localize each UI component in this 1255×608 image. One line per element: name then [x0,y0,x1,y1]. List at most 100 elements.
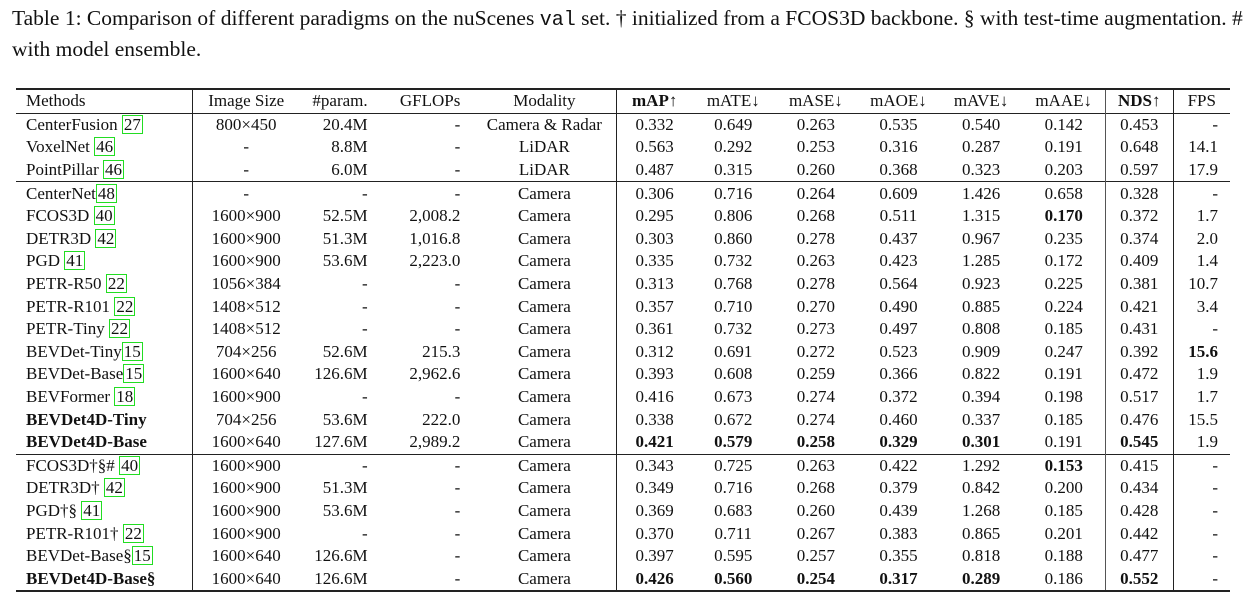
cell-param: - [361,455,368,475]
cell-size: 1600×640 [211,432,281,452]
cell-mave: 0.540 [961,114,1001,134]
citation-link[interactable]: 15 [123,364,145,384]
cell-gflops: 2,962.6 [409,364,461,384]
method-name: PointPillar [26,160,103,180]
cell-maae: 0.188 [1044,546,1083,566]
cell-size: - [243,160,250,180]
cell-map: 0.369 [635,500,674,520]
cell-param: 51.3M [322,478,368,498]
cell-modality: Camera [472,499,618,523]
citation-link[interactable]: 46 [102,160,124,180]
cell-maoe: 0.439 [879,500,918,520]
citation-link[interactable]: 48 [95,183,117,203]
cell-mave: 0.287 [961,137,1001,157]
cell-mase: 0.270 [796,296,835,316]
method-name: BEVDet4D-Base [26,432,147,452]
cell-modality: Camera [472,340,618,364]
cell-mave: 0.923 [961,274,1001,294]
cell-mave: 0.337 [961,409,1001,429]
cell-map: 0.416 [635,387,674,407]
cell-mave: 1.315 [961,206,1001,226]
cell-mate: 0.732 [714,251,753,271]
cell-param: 53.6M [322,251,368,271]
cell-mase: 0.263 [796,455,835,475]
cell-maae: 0.224 [1044,296,1083,316]
method-name: FCOS3D [26,206,94,226]
cell-maoe: 0.490 [879,296,918,316]
cell-mave: 0.865 [961,523,1001,543]
citation-link[interactable]: 27 [121,114,143,134]
table-row: BEVDet4D-Base§ 1600×640 126.6M - Camera 0.426… [16,567,1230,592]
cell-param: 126.6M [314,364,368,384]
citation-link[interactable]: 22 [105,274,127,294]
citation-link[interactable]: 15 [131,546,153,566]
cell-mate: 0.716 [714,478,753,498]
cell-maoe: 0.564 [879,274,918,294]
cell-fps: - [1212,183,1218,203]
cell-mave: 1.426 [961,183,1001,203]
column-header-param: #param. [312,91,368,111]
cell-maae: 0.191 [1044,432,1083,452]
citation-link[interactable]: 18 [114,387,136,407]
cell-param: - [361,523,368,543]
cell-method: BEVDet-Tiny 15 [16,340,194,364]
cell-modality: Camera [472,522,618,545]
cell-fps: 1.4 [1196,251,1218,271]
cell-nds: 0.381 [1105,272,1174,296]
cell-mase: 0.254 [796,568,835,588]
citation-link[interactable]: 42 [103,478,125,498]
cell-method: BEVDet4D-Base§ [16,567,194,592]
cell-mave: 1.292 [961,455,1001,475]
cell-mase: 0.257 [796,546,835,566]
cell-map: 0.349 [635,478,674,498]
column-header-gflops: GFLOPs [399,91,461,111]
cell-maae: 0.198 [1044,387,1083,407]
cell-mase: 0.278 [796,274,835,294]
citation-link[interactable]: 40 [93,206,115,226]
cell-gflops: - [454,160,461,180]
table-row: PETR-R101 22 1408×512- - Camera 0.357 0.710 0.… [16,295,1230,318]
cell-mave: 0.885 [961,296,1001,316]
cell-param: 127.6M [314,432,368,452]
cell-map: 0.303 [635,228,674,248]
citation-link[interactable]: 22 [114,296,136,316]
cell-maoe: 0.422 [879,455,918,475]
method-name: PETR-R101† [26,523,123,543]
column-header-size: Image Size [208,91,285,111]
cell-nds: 0.392 [1105,340,1174,364]
cell-param: 52.6M [322,341,368,361]
cell-map: 0.343 [635,455,674,475]
cell-fps: - [1212,478,1218,498]
citation-link[interactable]: 41 [81,500,103,520]
cell-gflops: - [454,296,461,316]
method-name: CenterFusion [26,114,122,134]
cell-fps: - [1212,319,1218,339]
citation-link[interactable]: 22 [122,523,144,543]
citation-link[interactable]: 15 [121,341,143,361]
cell-modality: Camera [472,227,618,251]
citation-link[interactable]: 40 [119,455,141,475]
cell-fps: - [1212,568,1218,588]
method-name: CenterNet [26,183,96,203]
cell-map: 0.361 [635,319,674,339]
cell-map: 0.338 [635,409,674,429]
cell-method: BEVFormer 18 [16,385,194,409]
cell-mate: 0.560 [714,568,753,588]
cell-maae: 0.185 [1044,409,1083,429]
cell-maoe: 0.316 [879,137,918,157]
cell-method: CenterFusion 27 [16,113,194,137]
cell-nds: 0.477 [1105,544,1174,568]
citation-link[interactable]: 46 [94,137,116,157]
cell-size: 1408×512 [211,296,281,316]
cell-size: 1600×900 [211,206,281,226]
table-row: PETR-R101† 22 1600×900- - Camera 0.370 0.711 0… [16,522,1230,545]
citation-link[interactable]: 41 [64,251,86,271]
cell-method: PointPillar 46 [16,158,194,182]
cell-gflops: 2,223.0 [409,251,461,271]
cell-gflops: 1,016.8 [409,228,461,248]
citation-link[interactable]: 22 [108,319,130,339]
cell-fps: 10.7 [1188,274,1218,294]
cell-size: 704×256 [215,409,277,429]
cell-maae: 0.200 [1044,478,1083,498]
citation-link[interactable]: 42 [95,228,117,248]
